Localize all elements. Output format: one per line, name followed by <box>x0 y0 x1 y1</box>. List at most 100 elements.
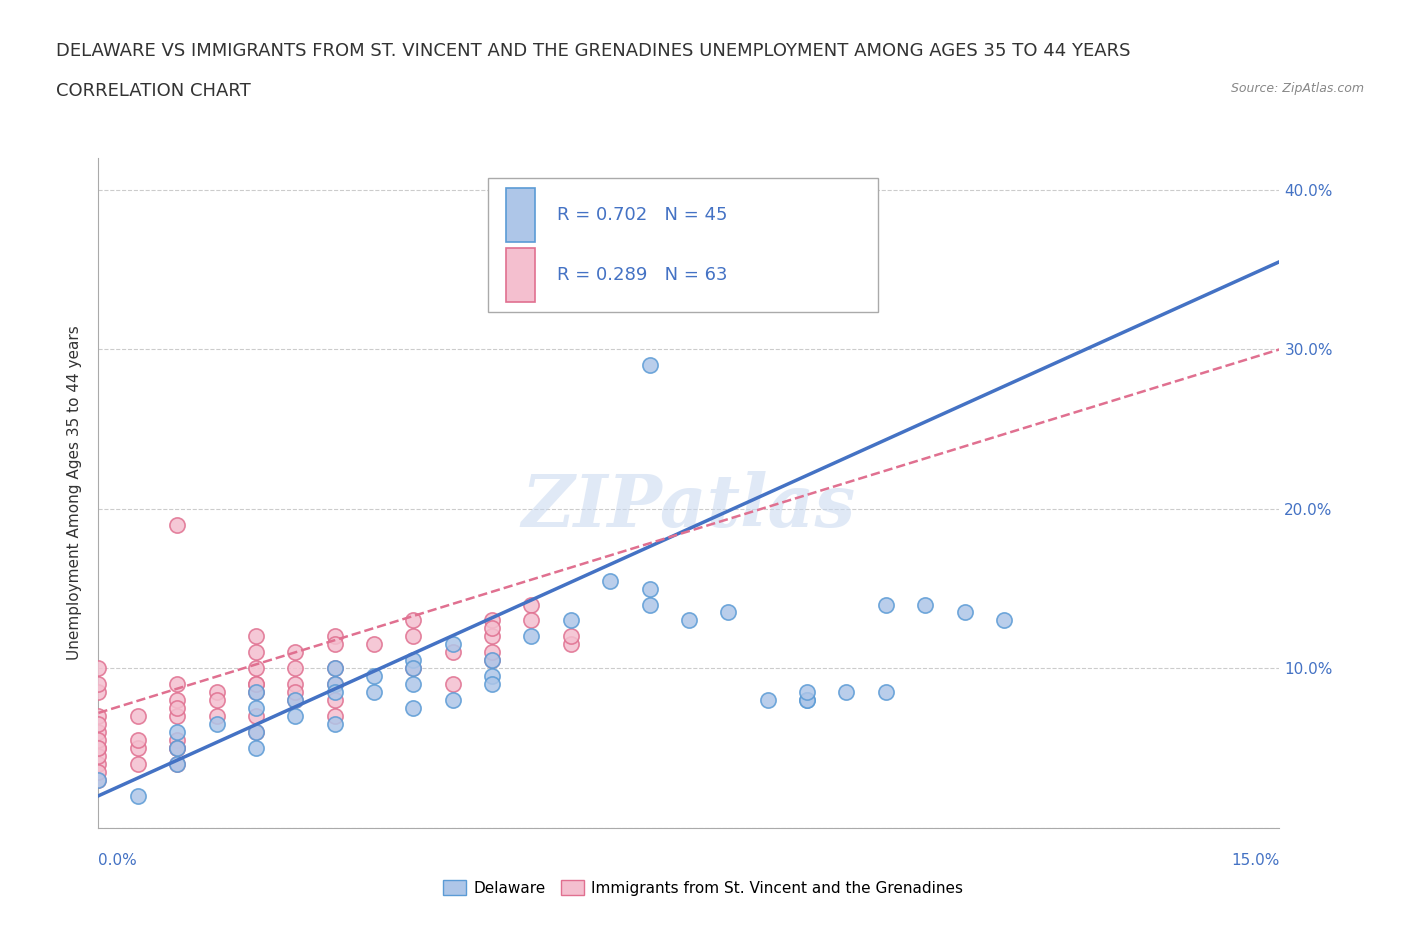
Point <box>284 709 307 724</box>
Point <box>87 684 110 699</box>
Point <box>245 684 267 699</box>
Point <box>402 677 425 692</box>
FancyBboxPatch shape <box>506 248 536 302</box>
Point <box>87 709 110 724</box>
Point <box>560 613 582 628</box>
Point <box>363 684 385 699</box>
Point <box>875 684 897 699</box>
Point <box>481 677 503 692</box>
Point <box>993 613 1015 628</box>
Point <box>284 693 307 708</box>
FancyBboxPatch shape <box>506 188 536 242</box>
Point <box>441 677 464 692</box>
Point <box>166 693 188 708</box>
Point <box>245 629 267 644</box>
Point <box>245 724 267 739</box>
Point <box>481 621 503 636</box>
Point <box>835 684 858 699</box>
Point <box>402 661 425 676</box>
Point <box>323 629 346 644</box>
Point <box>756 215 779 230</box>
Text: R = 0.289   N = 63: R = 0.289 N = 63 <box>557 266 727 285</box>
Point <box>441 644 464 659</box>
Point <box>127 709 149 724</box>
Point <box>245 740 267 755</box>
Point <box>284 677 307 692</box>
Point <box>756 693 779 708</box>
Point <box>481 613 503 628</box>
Point <box>323 661 346 676</box>
Point <box>205 693 228 708</box>
Legend: Delaware, Immigrants from St. Vincent and the Grenadines: Delaware, Immigrants from St. Vincent an… <box>437 873 969 902</box>
Point <box>166 677 188 692</box>
Point <box>323 677 346 692</box>
Point <box>599 254 621 269</box>
Point <box>323 717 346 732</box>
Point <box>560 629 582 644</box>
Point <box>87 749 110 764</box>
Point <box>481 629 503 644</box>
Point <box>323 661 346 676</box>
Point <box>441 637 464 652</box>
Point <box>402 653 425 668</box>
Text: CORRELATION CHART: CORRELATION CHART <box>56 82 252 100</box>
Point <box>87 773 110 788</box>
Point <box>87 764 110 779</box>
Point <box>520 629 543 644</box>
Point <box>323 684 346 699</box>
Point <box>599 573 621 588</box>
Point <box>245 724 267 739</box>
Text: Source: ZipAtlas.com: Source: ZipAtlas.com <box>1230 82 1364 95</box>
Point <box>166 740 188 755</box>
Point <box>284 644 307 659</box>
Point <box>127 740 149 755</box>
Point <box>481 653 503 668</box>
Point <box>638 597 661 612</box>
Point <box>245 677 267 692</box>
Point <box>87 724 110 739</box>
Point <box>284 693 307 708</box>
Point <box>245 684 267 699</box>
Point <box>205 717 228 732</box>
Point <box>284 661 307 676</box>
Point <box>402 661 425 676</box>
Point <box>638 581 661 596</box>
Point <box>87 740 110 755</box>
Point <box>560 637 582 652</box>
Point <box>363 637 385 652</box>
Y-axis label: Unemployment Among Ages 35 to 44 years: Unemployment Among Ages 35 to 44 years <box>67 326 83 660</box>
Point <box>205 709 228 724</box>
Point <box>402 613 425 628</box>
Point <box>166 740 188 755</box>
Point <box>166 733 188 748</box>
Point <box>402 700 425 715</box>
Point <box>796 693 818 708</box>
Point <box>520 597 543 612</box>
Point <box>481 669 503 684</box>
Point <box>323 677 346 692</box>
Point <box>245 644 267 659</box>
Point <box>245 709 267 724</box>
Point <box>127 789 149 804</box>
Text: DELAWARE VS IMMIGRANTS FROM ST. VINCENT AND THE GRENADINES UNEMPLOYMENT AMONG AG: DELAWARE VS IMMIGRANTS FROM ST. VINCENT … <box>56 42 1130 60</box>
Point <box>166 756 188 771</box>
Point <box>323 637 346 652</box>
Point <box>166 756 188 771</box>
Text: ZIPatlas: ZIPatlas <box>522 471 856 542</box>
Point <box>796 684 818 699</box>
Point <box>205 684 228 699</box>
Point <box>953 605 976 620</box>
Text: 15.0%: 15.0% <box>1232 853 1279 868</box>
Point <box>441 693 464 708</box>
Point <box>284 684 307 699</box>
Point <box>363 669 385 684</box>
Point <box>166 517 188 532</box>
Point <box>166 724 188 739</box>
Point <box>127 733 149 748</box>
Point <box>875 597 897 612</box>
Point <box>87 677 110 692</box>
Point <box>87 661 110 676</box>
Point <box>245 677 267 692</box>
Point <box>87 756 110 771</box>
Point <box>914 597 936 612</box>
